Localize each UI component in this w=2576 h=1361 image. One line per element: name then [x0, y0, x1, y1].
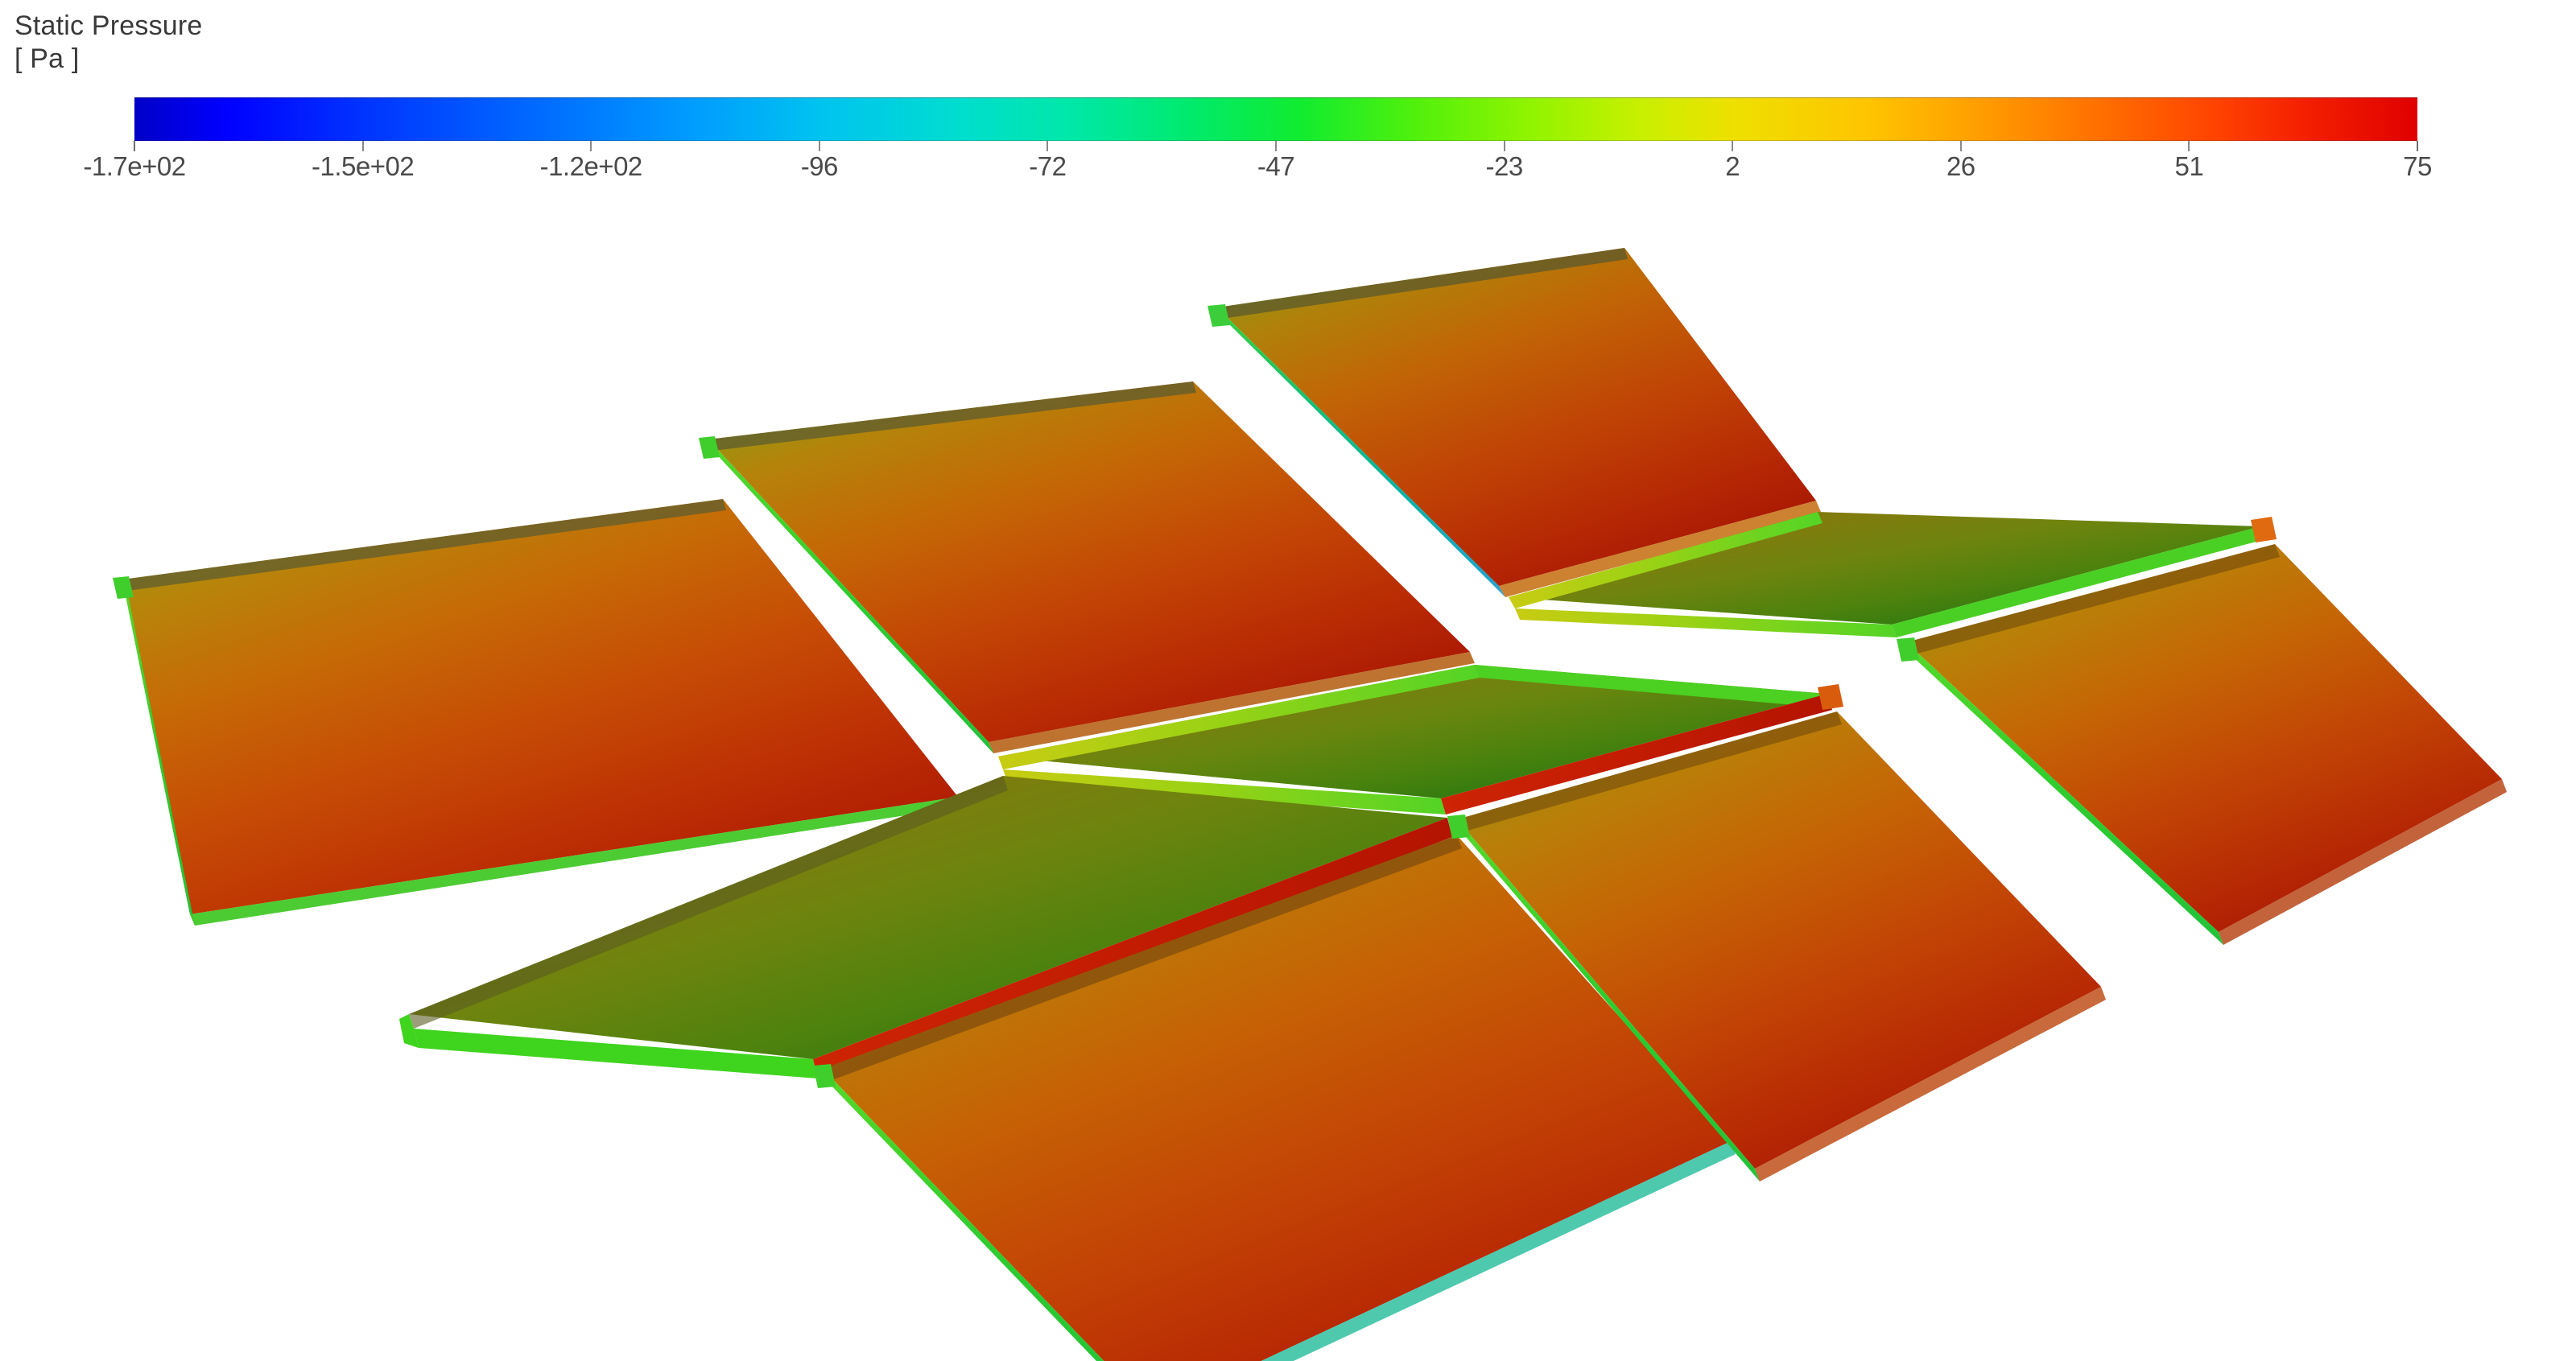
panel-upper-mid-leading-edge	[708, 439, 993, 753]
colorbar-tick-10	[2417, 141, 2418, 151]
panel-mid-left-trailing-edge	[1441, 694, 1832, 815]
panel-array-svg	[113, 248, 2507, 1361]
panel-right-outer-corner-cap	[1897, 637, 1919, 662]
panel-lower-right-surface	[1457, 711, 2101, 1169]
colorbar-tick-3	[818, 141, 820, 151]
panel-lower-left-far-bevel	[409, 776, 1008, 1029]
panel-lower-left-corner-cap	[399, 1014, 419, 1048]
panel-right-outer-bottom-edge	[2219, 779, 2507, 945]
panel-upper-right-surface	[1217, 248, 1816, 586]
panel-lower-mid-bottom-edge	[1261, 1141, 1736, 1361]
panel-right-outer-surface	[1906, 544, 2502, 932]
panel-mid-left-far-edge	[998, 665, 1480, 769]
colorbar-tick-label-6: -23	[1485, 151, 1523, 181]
panel-mid-right-corner-cap	[2251, 517, 2277, 542]
colorbar-tick-label-4: -72	[1029, 151, 1067, 181]
panel-upper-left	[113, 499, 963, 926]
panel-mid-left-near-edge	[1003, 769, 1446, 815]
colorbar-tick-label-1: -1.5e+02	[311, 151, 415, 181]
colorbar-tick-8	[1959, 141, 1962, 151]
panel-upper-mid-surface	[708, 381, 1470, 742]
panel-lower-left-near-edge	[414, 1029, 818, 1078]
panel-lower-right-leading-edge	[1457, 819, 1760, 1182]
colorbar-tick-5	[1275, 141, 1277, 151]
panel-mid-left-right-edge	[1475, 665, 1832, 708]
panel-lower-mid-leading-edge	[823, 1069, 1104, 1361]
panel-mid-left-surface	[998, 665, 1827, 798]
colorbar-tick-labels: -1.7e+02 -1.5e+02 -1.2e+02 -96 -72 -47 -23 2 26 5…	[83, 151, 2432, 188]
panel-upper-right	[1208, 248, 1821, 597]
panel-upper-right-corner-cap	[1208, 304, 1230, 327]
colorbar-tick-label-7: 2	[1725, 151, 1740, 181]
panel-upper-mid-corner-cap	[699, 436, 720, 459]
panel-lower-right-bottom-edge	[1755, 987, 2106, 1182]
panel-upper-left-top-bevel	[122, 499, 726, 591]
panel-upper-left-leading-edge	[122, 579, 195, 926]
panel-mid-right-far-edge	[1509, 512, 1823, 608]
panel-upper-mid-bottom-edge	[989, 652, 1475, 753]
panel-mid-left	[998, 665, 1843, 815]
panel-lower-mid-surface	[823, 835, 1731, 1361]
panel-upper-left-bottom-edge	[190, 797, 963, 926]
colorbar-tick-0	[134, 141, 135, 151]
colorbar-tick-4	[1046, 141, 1049, 151]
colorbar-tick-label-10: 75	[2403, 151, 2432, 181]
legend-variable-title: Static Pressure	[14, 10, 203, 41]
panel-right-outer	[1897, 544, 2507, 945]
colorbar-tick-7	[1732, 141, 1734, 151]
colorbar-tick-label-9: 51	[2174, 151, 2204, 181]
panel-mid-right-surface	[1509, 512, 2260, 625]
colorbar-tick-1	[361, 141, 364, 151]
panel-lower-mid-top-bevel	[823, 835, 1462, 1082]
panel-lower-left-surface	[409, 776, 1447, 1059]
panel-lower-left	[399, 776, 1452, 1078]
colorbar-tick-axis	[134, 141, 2418, 152]
panel-lower-mid	[813, 835, 1736, 1361]
panel-mid-right-side-edge	[1892, 526, 2265, 637]
legend-title-block: Static Pressure [ Pa ]	[14, 10, 203, 76]
panel-upper-left-corner-cap	[113, 576, 134, 599]
colorbar-tick-6	[1503, 141, 1505, 151]
colorbar-gradient	[134, 97, 2417, 141]
colorbar-tick-label-8: 26	[1946, 151, 1975, 181]
panel-mid-left-corner-cap	[1818, 684, 1843, 710]
panel-lower-left-trailing-edge	[813, 818, 1452, 1078]
panel-right-outer-top-bevel	[1906, 544, 2280, 655]
panel-lower-right	[1447, 711, 2106, 1182]
panel-lower-mid-corner-cap	[813, 1064, 836, 1088]
panel-upper-right-leading-edge	[1217, 307, 1505, 597]
panel-upper-mid	[699, 381, 1475, 753]
panel-lower-right-corner-cap	[1447, 815, 1470, 839]
colorbar	[134, 97, 2417, 141]
panel-upper-right-top-bevel	[1217, 248, 1628, 319]
colorbar-tick-label-2: -1.2e+02	[539, 151, 643, 181]
colorbar-tick-label-0: -1.7e+02	[83, 151, 186, 181]
panel-mid-right	[1509, 512, 2277, 637]
colorbar-tick-9	[2188, 141, 2190, 151]
panel-upper-left-surface	[122, 499, 958, 914]
panel-right-outer-leading-edge	[1906, 642, 2223, 945]
panel-upper-right-bottom-edge	[1499, 501, 1821, 597]
colorbar-tick-label-5: -47	[1257, 151, 1295, 181]
colorbar-tick-2	[590, 141, 592, 151]
legend-unit-label: [ Pa ]	[14, 43, 80, 75]
panel-mid-right-near-edge	[1515, 608, 1897, 637]
panel-array-3d-view	[0, 201, 2576, 1361]
colorbar-tick-label-3: -96	[800, 151, 839, 181]
panel-upper-mid-top-bevel	[708, 381, 1196, 451]
panel-lower-right-top-bevel	[1457, 711, 1842, 832]
